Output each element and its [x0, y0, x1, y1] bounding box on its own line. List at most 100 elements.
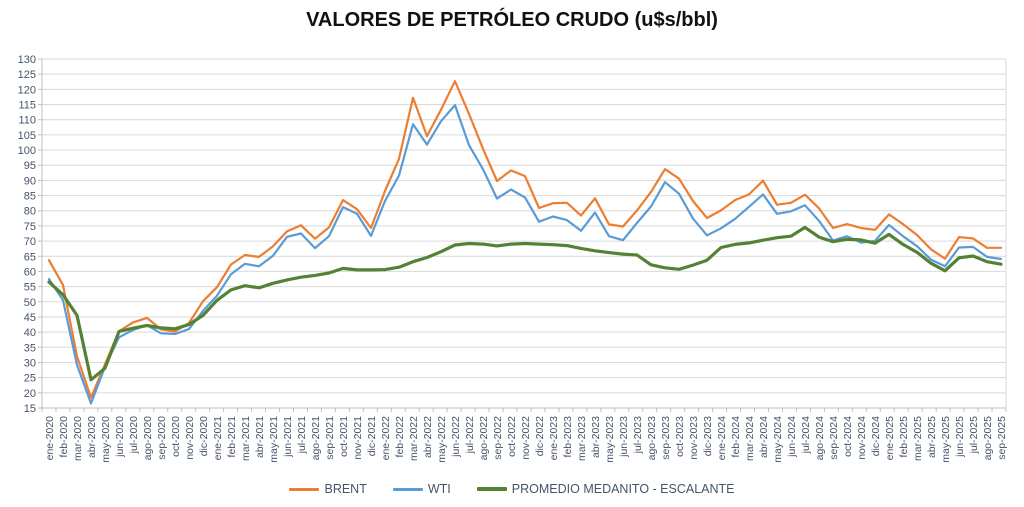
x-axis-label: abr-2023	[590, 416, 602, 458]
x-axis-label: ene-2020	[44, 416, 56, 461]
x-axis-label: oct-2021	[338, 416, 350, 457]
y-axis-label: 35	[24, 342, 36, 354]
x-axis-label: abr-2022	[422, 416, 434, 458]
x-axis-label: sep-2025	[996, 416, 1008, 460]
x-axis-label: sep-2022	[492, 416, 504, 460]
x-axis-label: feb-2023	[562, 416, 574, 458]
x-axis-label: dic-2022	[534, 416, 546, 456]
x-axis-label: jun-2024	[786, 416, 798, 458]
legend: BRENT WTI PROMEDIO MEDANITO - ESCALANTE	[0, 478, 1024, 500]
x-axis-label: ago-2021	[310, 416, 322, 461]
y-axis-label: 50	[24, 297, 36, 309]
y-axis-label: 95	[24, 160, 36, 172]
x-axis-label: jul-2021	[296, 416, 308, 455]
y-axis-label: 75	[24, 221, 36, 233]
x-axis-label: jun-2021	[282, 416, 294, 458]
x-axis-label: mar-2022	[408, 416, 420, 461]
y-axis-label: 20	[24, 388, 36, 400]
x-axis-label: abr-2024	[758, 416, 770, 458]
x-axis-label: feb-2022	[394, 416, 406, 458]
y-axis-label: 110	[18, 115, 36, 127]
x-axis-label: ago-2024	[814, 416, 826, 461]
y-axis-label: 15	[24, 403, 36, 415]
x-axis-label: oct-2022	[506, 416, 518, 457]
x-axis-label: sep-2024	[828, 416, 840, 460]
legend-label: WTI	[427, 482, 451, 496]
promedio-medanito-escalante-line	[47, 225, 1003, 382]
x-axis-label: mar-2025	[912, 416, 924, 461]
y-axis-label: 80	[24, 206, 36, 218]
y-axis-label: 40	[24, 327, 36, 339]
x-axis-label: may-2023	[604, 416, 616, 463]
y-axis-label: 30	[24, 357, 36, 369]
chart-title: VALORES DE PETRÓLEO CRUDO (u$s/bbl)	[306, 9, 718, 31]
y-axis-label: 120	[18, 84, 36, 96]
x-axis-label: mar-2020	[72, 416, 84, 461]
x-axis-label: abr-2020	[86, 416, 98, 458]
y-axis-label: 85	[24, 191, 36, 203]
x-axis-label: ago-2022	[478, 416, 490, 461]
x-axis-label: dic-2021	[366, 416, 378, 456]
x-axis-label: jun-2022	[450, 416, 462, 458]
x-axis-label: jul-2023	[632, 416, 644, 455]
x-axis-label: abr-2025	[926, 416, 938, 458]
x-axis-label: mar-2024	[744, 416, 756, 461]
x-axis-label: oct-2020	[170, 416, 182, 457]
x-axis-label: ene-2024	[716, 416, 728, 461]
x-axis-label: abr-2021	[254, 416, 266, 458]
legend-line-swatch	[289, 487, 320, 491]
x-axis-label: ene-2025	[884, 416, 896, 461]
x-axis-label: sep-2021	[324, 416, 336, 460]
y-axis-label: 115	[18, 100, 36, 112]
x-axis-label: feb-2024	[730, 416, 742, 458]
legend-item-promedio-medanito-escalante: PROMEDIO MEDANITO - ESCALANTE	[476, 482, 735, 496]
y-axis-label: 70	[24, 236, 36, 248]
x-axis-label: jul-2025	[968, 416, 980, 455]
x-axis-label: oct-2024	[842, 416, 854, 457]
wti-line	[47, 103, 1003, 405]
y-axis-label: 130	[18, 54, 36, 66]
x-axis-label: jul-2020	[128, 416, 140, 455]
y-axis-label: 60	[24, 266, 36, 278]
x-axis-label: nov-2023	[688, 416, 700, 460]
y-axis-label: 45	[24, 312, 36, 324]
x-axis-label: dic-2023	[702, 416, 714, 456]
x-axis-label: may-2024	[772, 416, 784, 463]
legend-line-swatch	[392, 487, 423, 491]
x-axis-label: ene-2022	[380, 416, 392, 461]
legend-item-wti: WTI	[392, 482, 451, 496]
x-axis-label: jun-2023	[618, 416, 630, 458]
x-axis-label: ene-2023	[548, 416, 560, 461]
x-axis-label: jul-2024	[800, 416, 812, 455]
x-axis-label: ago-2023	[646, 416, 658, 461]
x-axis-label: oct-2023	[674, 416, 686, 457]
y-axis-label: 55	[24, 282, 36, 294]
legend-label: PROMEDIO MEDANITO - ESCALANTE	[511, 482, 735, 496]
y-axis-label: 65	[24, 251, 36, 263]
x-axis-label: dic-2020	[198, 416, 210, 456]
legend-item-brent: BRENT	[289, 482, 367, 496]
y-axis-label: 25	[24, 373, 36, 385]
x-axis-label: may-2021	[268, 416, 280, 463]
x-axis-label: mar-2021	[240, 416, 252, 461]
x-axis-label: feb-2025	[898, 416, 910, 458]
x-axis-label: ago-2020	[142, 416, 154, 461]
y-axis-label: 125	[18, 69, 36, 81]
x-axis-label: nov-2021	[352, 416, 364, 460]
x-axis-label: nov-2024	[856, 416, 868, 460]
x-axis-label: feb-2020	[58, 416, 70, 458]
x-axis-label: feb-2021	[226, 416, 238, 458]
x-axis-label: may-2025	[940, 416, 952, 463]
x-axis-label: sep-2023	[660, 416, 672, 460]
x-axis-label: jun-2025	[954, 416, 966, 458]
x-axis-label: may-2022	[436, 416, 448, 463]
x-axis-label: mar-2023	[576, 416, 588, 461]
x-axis-label: ene-2021	[212, 416, 224, 461]
x-axis-label: nov-2022	[520, 416, 532, 460]
x-axis-label: jun-2020	[114, 416, 126, 458]
x-axis-label: sep-2020	[156, 416, 168, 460]
x-axis-label: jul-2022	[464, 416, 476, 455]
x-axis-label: ago-2025	[982, 416, 994, 461]
